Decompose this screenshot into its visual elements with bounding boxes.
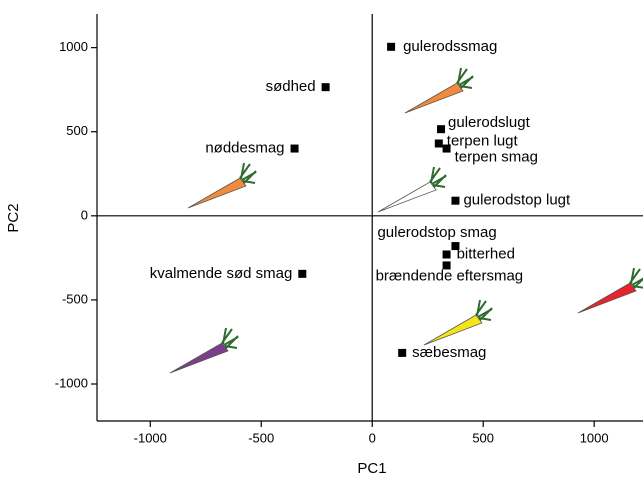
point-label: gulerodstop lugt: [463, 192, 571, 209]
point-label: bitterhed: [457, 245, 515, 262]
carrot-red: [577, 267, 643, 314]
y-tick-label: -500: [62, 291, 88, 306]
x-tick-label: -500: [248, 430, 274, 445]
point: [437, 125, 446, 134]
carrot-images: [169, 67, 643, 374]
point-label: sødhed: [266, 78, 316, 95]
point: [387, 42, 396, 51]
y-tick-label: -1000: [55, 375, 88, 390]
point-label: gulerodslugt: [448, 114, 531, 131]
point-label: gulerodssmag: [403, 38, 497, 55]
point: [298, 269, 307, 278]
carrot-white: [377, 166, 447, 213]
carrot-orange: [404, 67, 474, 114]
x-tick-label: 0: [369, 430, 376, 445]
y-axis-label: PC2: [5, 203, 22, 232]
point: [442, 144, 451, 153]
point: [290, 144, 299, 153]
point-label: nøddesmag: [205, 140, 284, 157]
y-tick-label: 500: [66, 123, 88, 138]
point: [434, 139, 443, 148]
y-tick-label: 0: [81, 207, 88, 222]
x-tick-label: -1000: [134, 430, 167, 445]
x-tick-label: 1000: [580, 430, 609, 445]
carrot-yellow: [423, 299, 493, 346]
carrot-orange: [187, 162, 257, 209]
point-label: terpen lugt: [447, 132, 519, 149]
x-axis-label: PC1: [357, 460, 386, 477]
point-label: sæbesmag: [412, 344, 486, 361]
y-tick-label: 1000: [59, 39, 88, 54]
x-tick-label: 500: [472, 430, 494, 445]
point: [442, 261, 451, 270]
point-label: brændende eftersmag: [376, 267, 524, 284]
point: [321, 83, 330, 92]
point: [442, 250, 451, 259]
point: [451, 242, 460, 251]
point-label: gulerodstop smag: [377, 224, 496, 241]
point-label: kvalmende sød smag: [150, 265, 293, 282]
point-label: terpen smag: [455, 149, 538, 166]
point: [451, 196, 460, 205]
carrot-purple: [169, 327, 239, 374]
point: [398, 348, 407, 357]
